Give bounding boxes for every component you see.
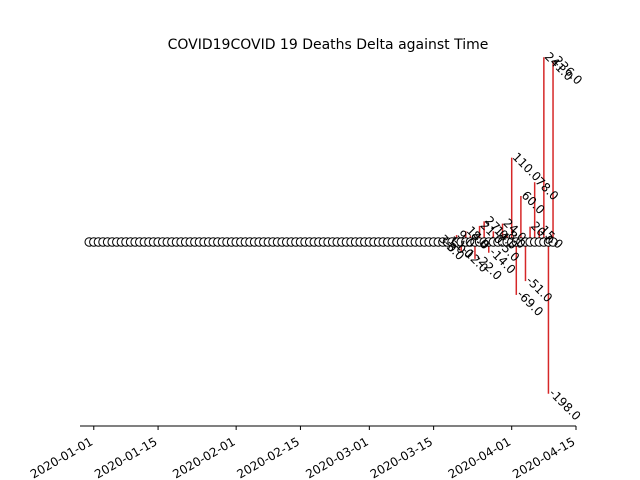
marker-group — [84, 237, 558, 247]
stem-marker — [548, 237, 558, 247]
x-tick-label: 2020-02-01 — [170, 434, 237, 480]
x-tick-label: 2020-02-15 — [235, 434, 302, 480]
x-tick-label: 2020-04-01 — [446, 434, 513, 480]
x-tick-label: 2020-01-15 — [92, 434, 159, 480]
chart-title: COVID19COVID 19 Deaths Delta against Tim… — [168, 37, 489, 53]
x-tick-label: 2020-03-15 — [368, 434, 435, 480]
x-tick-label: 2020-04-15 — [510, 434, 577, 480]
x-tick-label: 2020-01-01 — [28, 434, 95, 480]
data-label: -198.0 — [546, 386, 583, 423]
x-tick-label: 2020-03-01 — [303, 434, 370, 480]
data-label-group: 3.0-3.01.0-1.09.0-12.014.08.0-22.021.027… — [436, 49, 585, 423]
